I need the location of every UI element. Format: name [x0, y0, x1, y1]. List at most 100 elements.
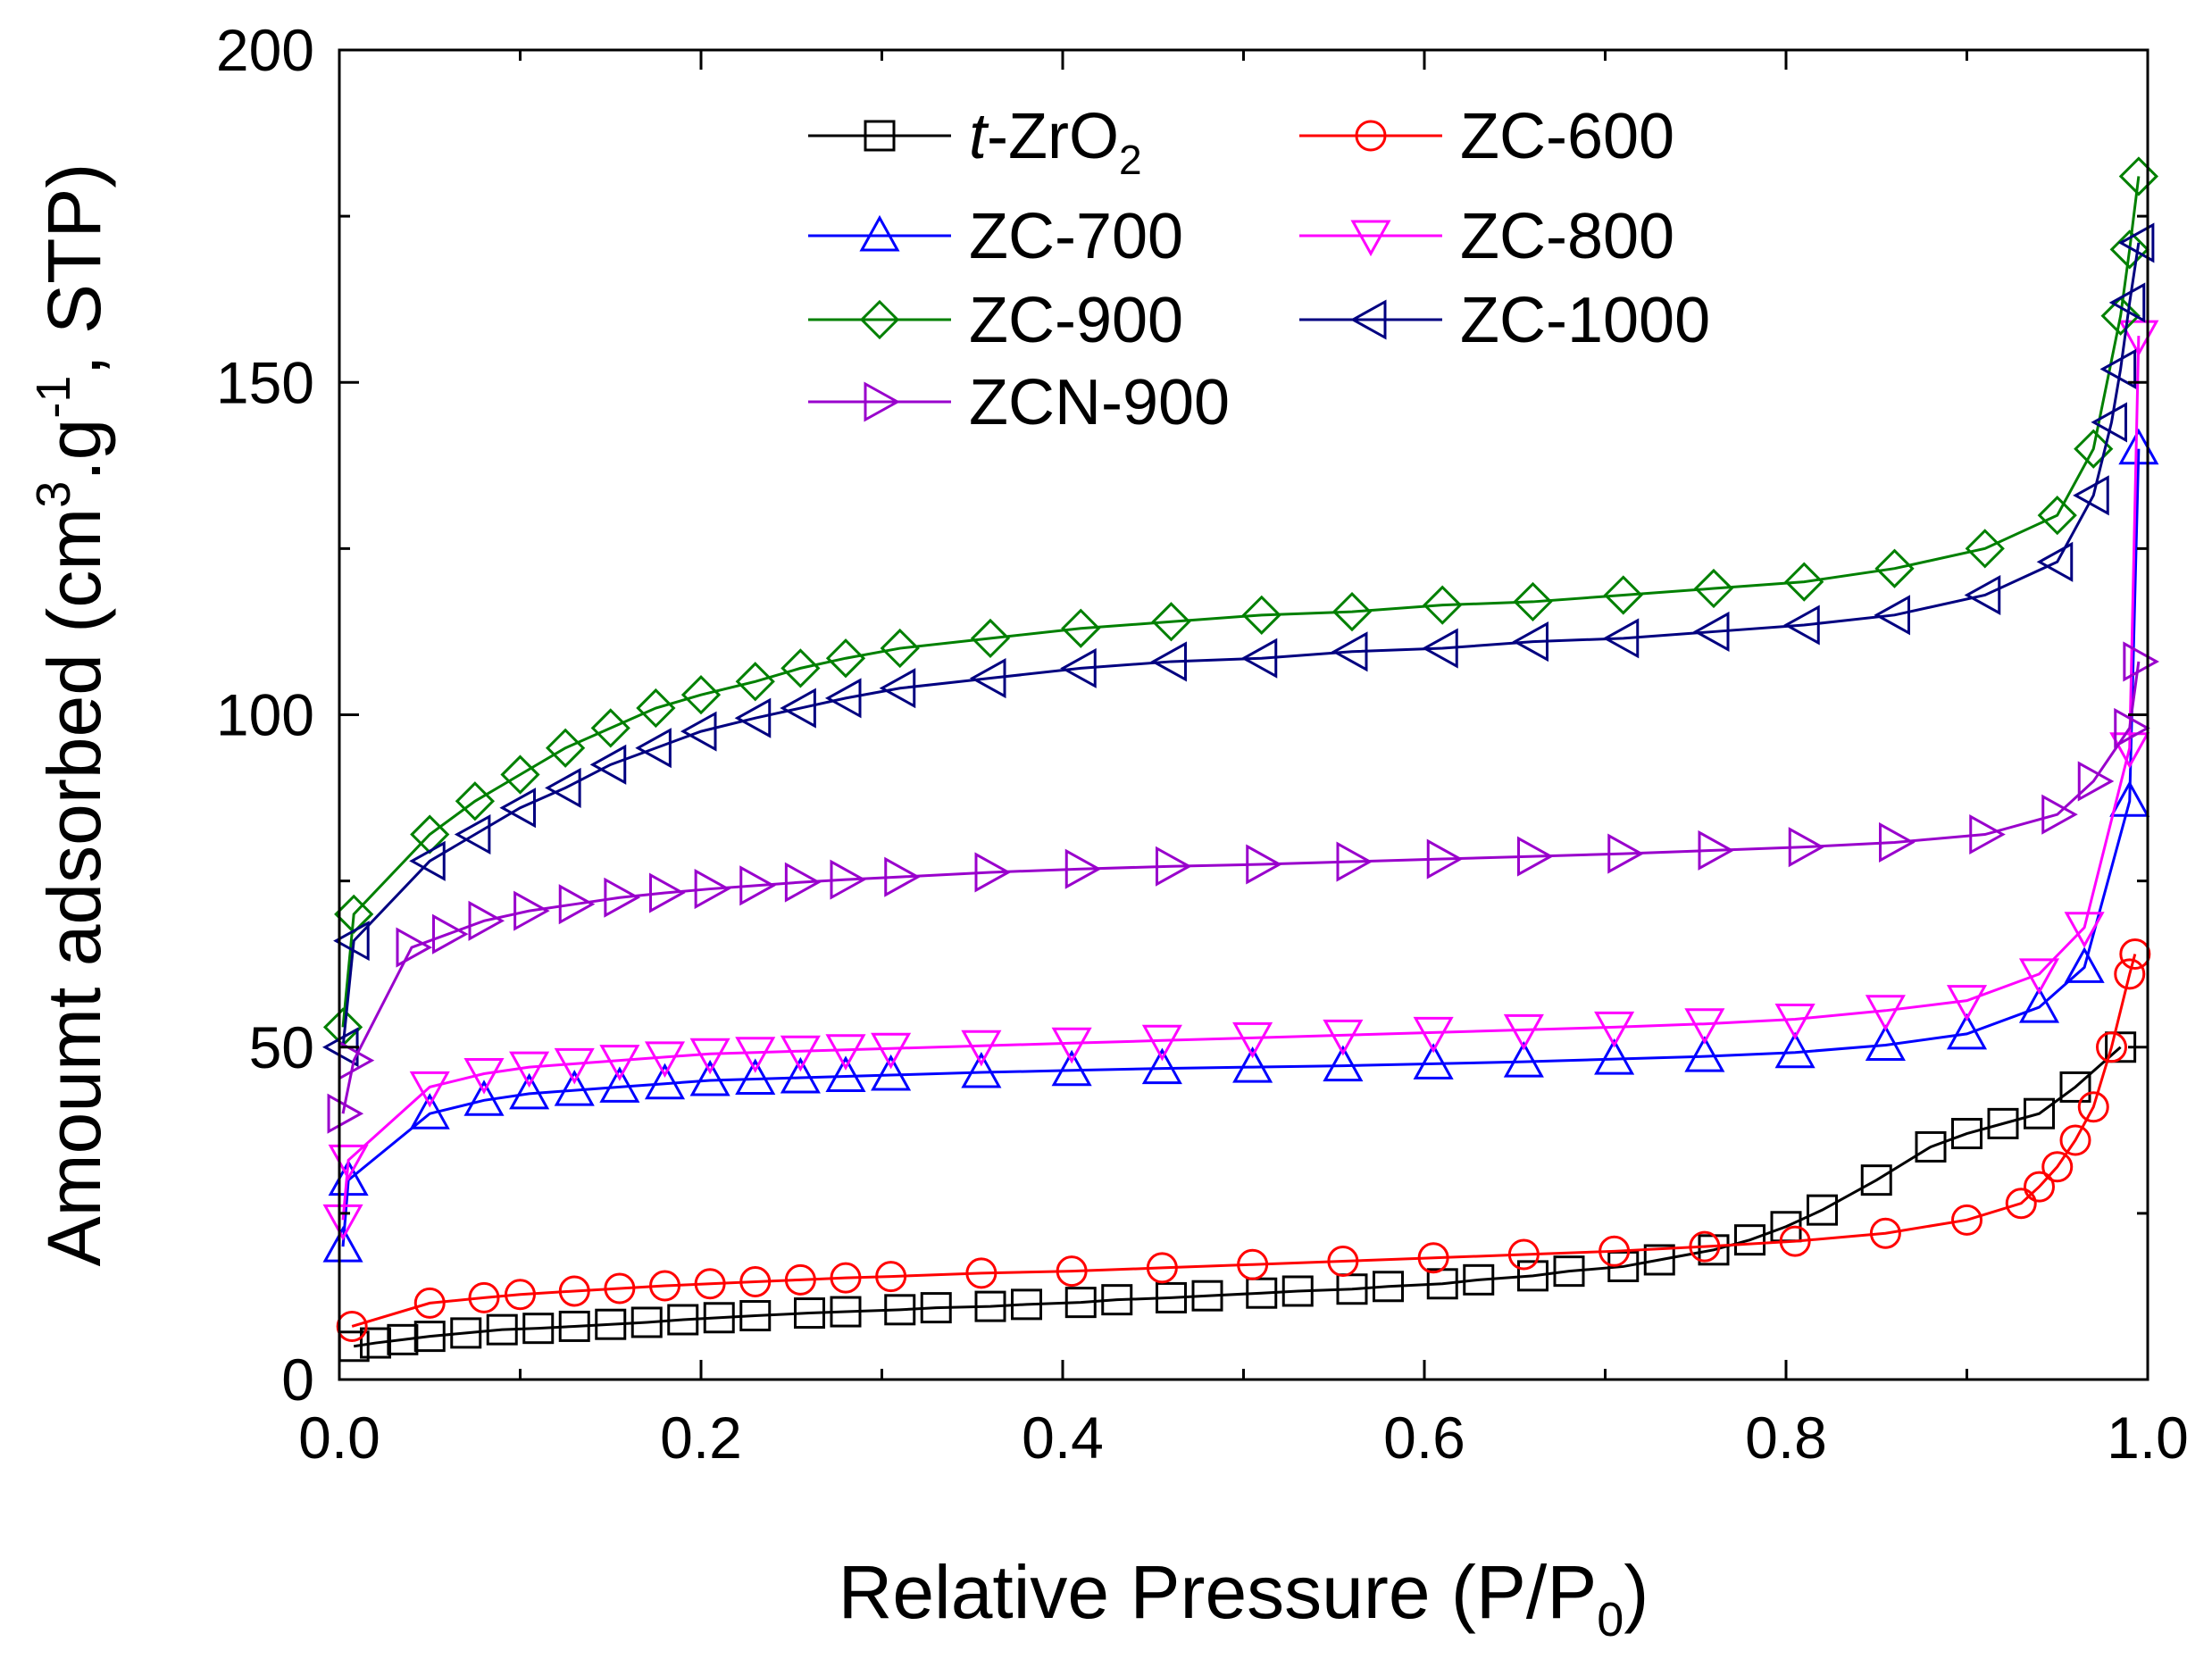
data-point-zc-1000 [545, 767, 581, 808]
data-point-zcn-900 [2123, 641, 2159, 682]
data-point-zc-700 [1051, 1049, 1092, 1087]
data-point-zc-900 [2109, 229, 2149, 270]
data-point-zc-600 [505, 1279, 536, 1311]
y-axis-title-p3: , STP) [32, 163, 116, 376]
data-point-zc-1000 [589, 744, 627, 785]
data-point-zcn-900 [884, 856, 921, 897]
data-point-zro [360, 1327, 391, 1359]
x-axis-title-main: Relative Pressure (P/P [839, 1550, 1598, 1634]
data-point-zro [1281, 1275, 1314, 1307]
data-point-zcn-900 [1064, 848, 1102, 889]
data-point-zro [1191, 1280, 1223, 1312]
data-point-zro [1463, 1263, 1495, 1296]
y-axis-title-sup1: 3 [27, 481, 80, 508]
data-point-zc-700 [1323, 1045, 1364, 1082]
data-point-zcn-900 [1156, 846, 1192, 887]
data-point-zro [1101, 1284, 1133, 1316]
data-point-zc-900 [1423, 585, 1463, 625]
data-point-zcn-900 [468, 900, 505, 941]
data-point-zc-1000 [1512, 621, 1548, 663]
data-point-zc-800 [1503, 1013, 1544, 1051]
y-tick-label: 150 [216, 349, 314, 415]
y-tick-label: 200 [216, 17, 314, 83]
data-point-zc-800 [1684, 1008, 1725, 1045]
data-point-zro [1553, 1255, 1585, 1288]
legend-item-zc-900: ZC-900 [808, 285, 1183, 356]
data-point-zc-600 [784, 1263, 816, 1296]
data-point-zc-900 [1331, 591, 1373, 632]
data-point-zc-1000 [2108, 282, 2146, 323]
legend-label-sub: 2 [1119, 137, 1142, 183]
legend-marker [864, 381, 901, 422]
data-point-zc-800 [689, 1038, 730, 1075]
data-point-zc-800 [509, 1051, 550, 1088]
y-axis-title-sup2: -1 [27, 376, 80, 419]
legend-marker [1355, 120, 1387, 152]
data-point-zcn-900 [327, 1093, 364, 1134]
data-point-zc-700 [689, 1059, 730, 1096]
series-zc-600 [336, 938, 2151, 1342]
data-point-zcn-900 [1607, 833, 1644, 874]
legend-label: ZC-800 [1460, 201, 1674, 272]
data-point-zc-800 [780, 1035, 821, 1072]
legend-item-zro: t-ZrO2 [808, 101, 1142, 183]
data-point-zro [794, 1297, 825, 1330]
data-point-zc-600 [1056, 1255, 1088, 1288]
data-point-zc-600 [1689, 1230, 1721, 1263]
data-point-zcn-900 [1336, 841, 1373, 882]
series-line-zro [353, 1046, 2122, 1348]
data-point-zc-700 [1774, 1031, 1816, 1069]
data-point-zc-600 [2114, 958, 2146, 990]
data-point-zc-700 [1594, 1038, 1635, 1075]
series-line-zc-800 [341, 336, 2141, 1221]
data-point-zc-600 [2041, 1151, 2074, 1183]
series-line-zc-1000 [341, 242, 2141, 1047]
legend-item-zc-600: ZC-600 [1299, 101, 1674, 172]
data-point-zc-800 [599, 1045, 640, 1081]
data-point-zcn-900 [2077, 761, 2115, 802]
data-point-zc-800 [322, 1204, 363, 1241]
data-point-zc-700 [2064, 946, 2105, 983]
data-point-zc-700 [1946, 1013, 1988, 1050]
data-point-zc-1000 [969, 658, 1006, 699]
data-point-zcn-900 [1788, 827, 1825, 868]
axis-tick-labels: 0.0 0.2 0.4 0.6 0.8 1.0 0 50 100 150 200 [216, 17, 2189, 1471]
data-point-zc-600 [1951, 1204, 1982, 1236]
series-zc-1000 [321, 222, 2155, 1068]
data-point-zc-1000 [635, 728, 672, 769]
data-point-zc-800 [871, 1032, 912, 1070]
legend: t-ZrO2 ZC-600 ZC-700 ZC-800 ZC-900 ZC-1000 ZCN… [808, 101, 1710, 438]
data-point-zro [667, 1304, 699, 1336]
data-point-zcn-900 [2114, 707, 2150, 748]
data-point-zc-900 [1241, 595, 1281, 635]
data-point-zcn-900 [1969, 813, 2006, 855]
data-point-zc-1000 [2099, 348, 2137, 389]
data-point-zc-600 [1598, 1235, 1631, 1267]
axis-ticks [338, 48, 2149, 1381]
data-point-zc-1000 [454, 813, 491, 855]
legend-label: ZC-700 [969, 201, 1183, 272]
data-point-zc-900 [1965, 529, 2005, 569]
data-point-zcn-900 [2041, 794, 2078, 835]
x-tick-label: 0.2 [660, 1405, 742, 1471]
data-point-zc-1000 [1964, 574, 2001, 616]
data-point-zc-800 [1141, 1024, 1182, 1062]
x-axis-title-tail: ) [1624, 1550, 1649, 1634]
data-point-zc-700 [735, 1058, 776, 1095]
data-point-zc-1000 [2117, 222, 2155, 263]
data-point-zc-900 [680, 675, 722, 715]
legend-marker [864, 120, 896, 152]
data-point-zc-700 [554, 1070, 595, 1106]
data-point-zro [413, 1321, 446, 1353]
data-point-zcn-900 [974, 852, 1012, 893]
data-point-zc-600 [1507, 1238, 1540, 1271]
y-axis-title: Amoumt adsorbed (cm3.g-1, STP) [27, 163, 116, 1267]
data-point-zc-800 [1946, 985, 1988, 1021]
data-point-zc-700 [780, 1056, 821, 1094]
x-tick-label: 0.8 [1745, 1405, 1827, 1471]
data-point-zc-600 [1237, 1248, 1269, 1280]
data-point-zc-1000 [780, 688, 816, 729]
legend-label-main: -ZrO [987, 101, 1119, 172]
data-point-zro [522, 1313, 555, 1345]
data-point-zc-600 [2024, 1171, 2055, 1203]
